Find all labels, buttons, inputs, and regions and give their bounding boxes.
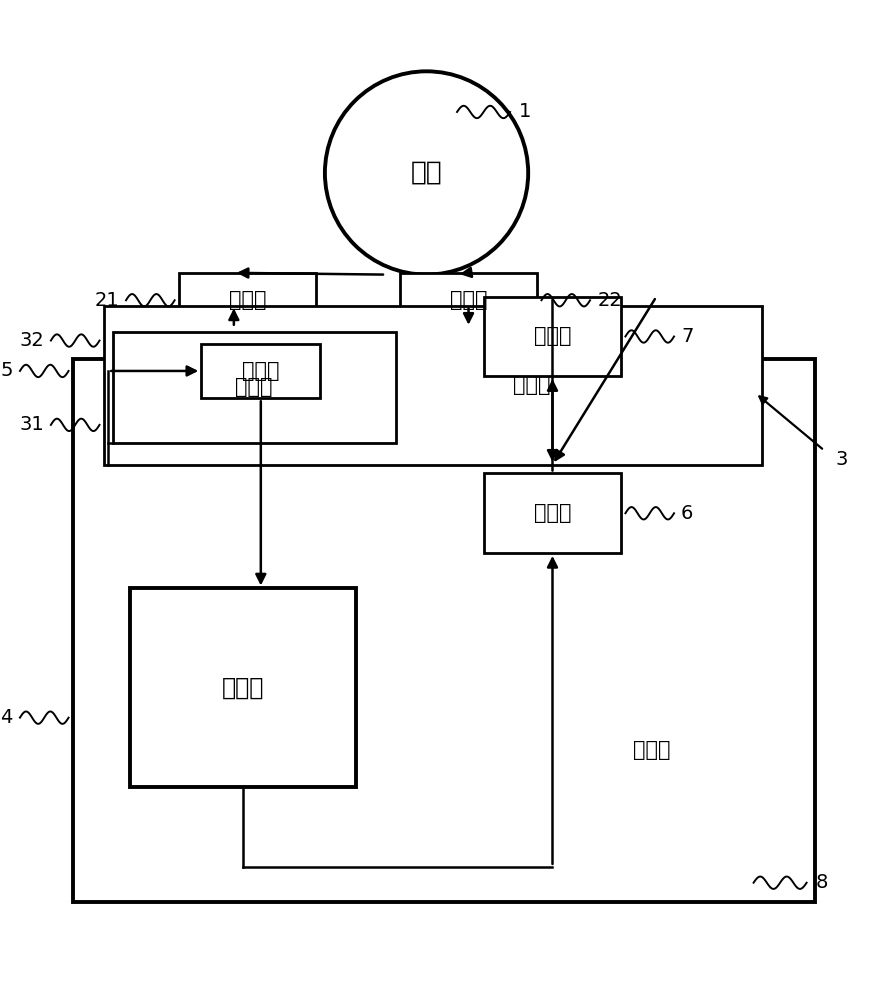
Text: 32: 32: [19, 331, 44, 350]
Text: 过滤器: 过滤器: [533, 326, 570, 346]
Text: 8: 8: [814, 873, 827, 892]
Text: 7: 7: [680, 327, 693, 346]
Text: 外气囊: 外气囊: [512, 375, 550, 395]
Bar: [201, 344, 320, 398]
Circle shape: [325, 71, 527, 275]
Text: 21: 21: [94, 291, 119, 310]
Bar: [131, 588, 356, 787]
Text: 5: 5: [0, 361, 13, 380]
Bar: [179, 273, 316, 328]
Text: 面罩: 面罩: [410, 160, 442, 186]
Bar: [73, 359, 814, 902]
Text: 呼气管: 呼气管: [229, 290, 266, 310]
Text: 送风机: 送风机: [241, 361, 279, 381]
Text: 吸气管: 吸气管: [450, 290, 486, 310]
Text: 反应器: 反应器: [222, 676, 264, 700]
Text: 22: 22: [596, 291, 621, 310]
Bar: [484, 473, 620, 553]
Bar: [484, 297, 620, 376]
Text: 4: 4: [1, 708, 13, 727]
Text: 冷凝器: 冷凝器: [533, 503, 570, 523]
Text: 1: 1: [519, 102, 531, 121]
Text: 31: 31: [19, 415, 44, 434]
Bar: [113, 332, 395, 443]
Bar: [400, 273, 536, 328]
Text: 保护壳: 保护壳: [633, 740, 670, 760]
Text: 6: 6: [680, 504, 693, 523]
Bar: [104, 306, 762, 465]
Text: 内气囊: 内气囊: [235, 377, 273, 397]
Text: 3: 3: [835, 450, 848, 469]
